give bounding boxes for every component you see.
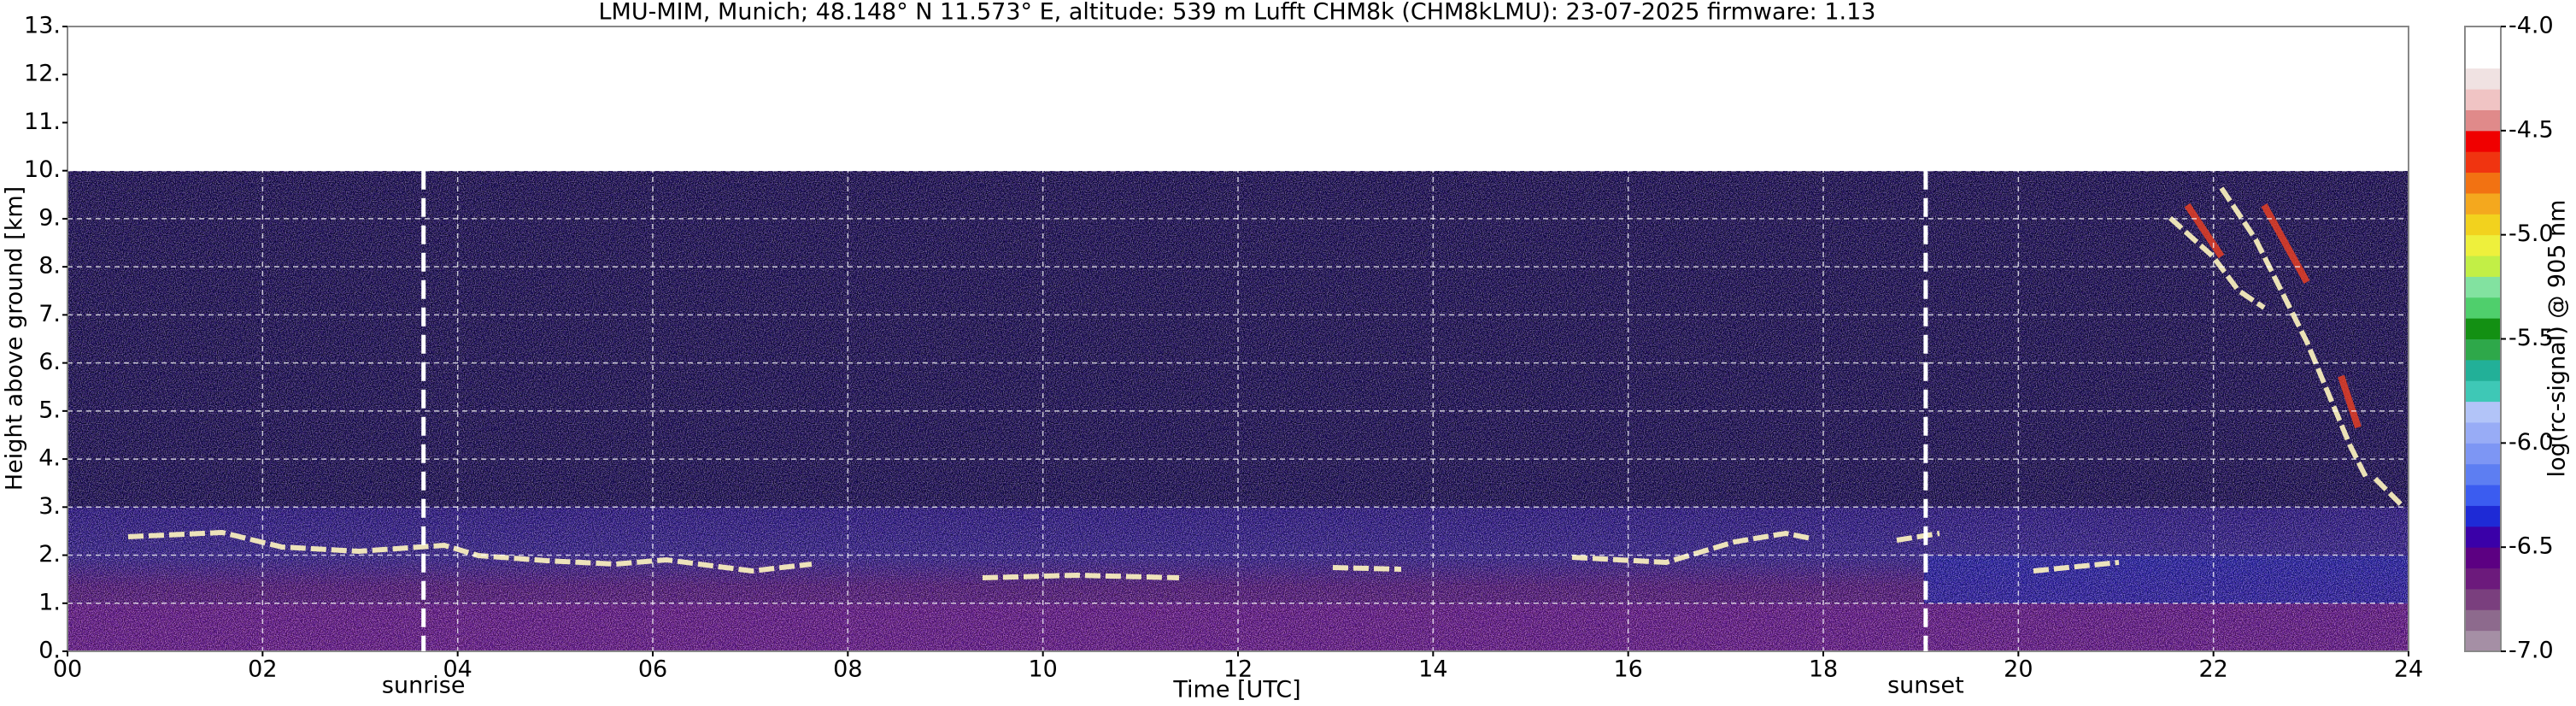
colorbar-band <box>2465 89 2501 110</box>
y-tick-label: 12. <box>24 61 61 87</box>
y-tick-label: 1. <box>38 589 61 615</box>
y-tick-label: 3. <box>38 493 61 520</box>
x-tick-label: 08 <box>833 656 862 683</box>
y-tick-label: 7. <box>38 301 61 327</box>
annotation-label: sunset <box>1887 673 1964 699</box>
x-tick-label: 06 <box>638 656 667 683</box>
colorbar-tick-label: -4.5 <box>2509 116 2554 143</box>
x-tick-label: 24 <box>2394 656 2423 683</box>
heatmap-cirrus <box>2184 203 2362 429</box>
x-tick-label: 16 <box>1613 656 1642 683</box>
y-tick-label: 2. <box>38 541 61 568</box>
colorbar-tick-label: -4.0 <box>2509 13 2554 39</box>
x-tick-label: 02 <box>248 656 277 683</box>
colorbar-tick-label: -5.5 <box>2509 325 2554 351</box>
colorbar-band <box>2465 609 2501 632</box>
colorbar-band <box>2465 359 2501 381</box>
colorbar-band <box>2465 526 2501 548</box>
colorbar-band <box>2465 276 2501 298</box>
y-tick-label: 8. <box>38 253 61 279</box>
colorbar-band <box>2465 568 2501 590</box>
colorbar-band <box>2465 214 2501 236</box>
colorbar-band <box>2465 26 2501 48</box>
x-tick-label: 22 <box>2198 656 2227 683</box>
colorbar-band <box>2465 172 2501 194</box>
y-tick-label: 10. <box>24 156 61 183</box>
x-tick-label: 14 <box>1418 656 1447 683</box>
x-tick-label: 20 <box>2004 656 2033 683</box>
colorbar-band <box>2465 547 2501 569</box>
y-tick-label: 11. <box>24 109 61 135</box>
colorbar-band <box>2465 318 2501 339</box>
colorbar-band <box>2465 588 2501 610</box>
x-tick-label: 00 <box>53 656 82 683</box>
colorbar-tick-label: -5.0 <box>2509 221 2554 247</box>
y-tick-label: 0. <box>38 638 61 664</box>
colorbar-band <box>2465 421 2501 444</box>
y-tick-label: 9. <box>38 204 61 231</box>
colorbar-band <box>2465 463 2501 485</box>
colorbar-tick-label: -6.0 <box>2509 429 2554 456</box>
y-tick-label: 4. <box>38 445 61 472</box>
x-tick-label: 18 <box>1809 656 1838 683</box>
colorbar-band <box>2465 47 2501 69</box>
y-tick-label: 6. <box>38 349 61 375</box>
heatmap-cloud-layers <box>127 186 2403 580</box>
x-axis-label: Time [UTC] <box>1172 677 1300 703</box>
colorbar-band <box>2465 338 2501 361</box>
colorbar-band <box>2465 443 2501 465</box>
colorbar-band <box>2465 256 2501 277</box>
colorbar-band <box>2465 380 2501 403</box>
colorbar-label: log(rc-signal) @ 905 nm <box>2544 200 2571 478</box>
colorbar-band <box>2465 130 2501 152</box>
x-tick-label: 12 <box>1223 656 1253 683</box>
y-tick-label: 13. <box>24 13 61 39</box>
colorbar-tick-label: -7.0 <box>2509 638 2554 664</box>
colorbar-band <box>2465 192 2501 215</box>
y-axis-label: Height above ground [km] <box>2 186 28 491</box>
colorbar-band <box>2465 109 2501 132</box>
x-tick-label: 10 <box>1028 656 1057 683</box>
colorbar-band <box>2465 151 2501 174</box>
colorbar-band <box>2465 68 2501 90</box>
colorbar-band <box>2465 630 2501 652</box>
x-tick-label: 04 <box>443 656 472 683</box>
colorbar-band <box>2465 401 2501 423</box>
colorbar-band <box>2465 234 2501 256</box>
y-tick-label: 5. <box>38 397 61 423</box>
colorbar-band <box>2465 505 2501 527</box>
colorbar-tick-label: -6.5 <box>2509 533 2554 560</box>
annotation-label: sunrise <box>382 673 466 699</box>
colorbar-band <box>2465 485 2501 506</box>
colorbar-band <box>2465 297 2501 319</box>
chart-title: LMU-MIM, Munich; 48.148° N 11.573° E, al… <box>599 0 1876 26</box>
